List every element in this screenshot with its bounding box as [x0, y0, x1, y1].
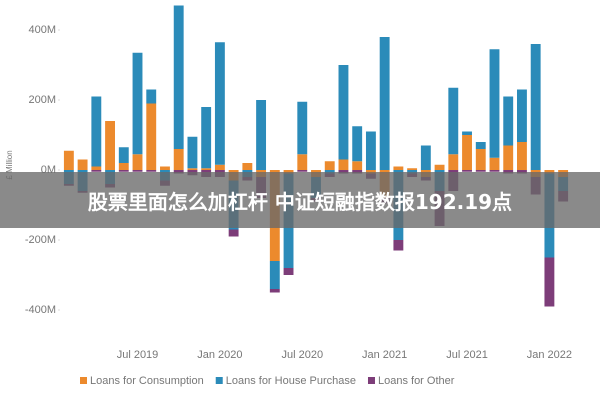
bar-segment: [297, 154, 308, 170]
bar-segment: [297, 170, 308, 172]
bar-segment: [352, 170, 363, 174]
y-tick-label: -400M: [25, 304, 56, 316]
bar-segment: [214, 164, 225, 170]
bar-segment: [324, 161, 335, 170]
legend-swatch: [80, 377, 87, 384]
bar-segment: [173, 170, 184, 174]
bar-segment: [283, 268, 294, 275]
bar-segment: [91, 96, 102, 167]
bar-segment: [503, 145, 514, 170]
bar-segment: [393, 240, 404, 251]
bar-segment: [132, 52, 143, 155]
legend-swatch: [215, 377, 223, 384]
bar-segment: [160, 166, 170, 170]
bar-segment: [544, 257, 555, 307]
x-tick-label: Jul 2019: [117, 349, 159, 361]
bar-segment: [146, 89, 157, 104]
legend-label: Loans for Consumption: [90, 375, 204, 387]
bar-segment: [105, 121, 115, 170]
bar-segment: [379, 37, 390, 170]
bar-segment: [201, 168, 212, 170]
bar-segment: [283, 170, 294, 174]
bar-segment: [393, 166, 404, 170]
bar-segment: [530, 44, 541, 170]
bar-segment: [462, 131, 472, 135]
bar-segment: [242, 163, 253, 170]
bar-segment: [338, 170, 349, 174]
bar-segment: [91, 170, 102, 172]
x-tick-label: Jul 2020: [281, 349, 323, 361]
bar-segment: [517, 142, 527, 170]
bar-segment: [352, 161, 363, 170]
bar-segment: [407, 170, 418, 174]
x-tick-label: Jul 2021: [446, 349, 488, 361]
x-tick-label: Jan 2020: [197, 349, 242, 361]
bar-segment: [146, 103, 157, 170]
bar-segment: [517, 170, 527, 174]
bar-segment: [118, 163, 129, 170]
y-tick-label: 200M: [28, 94, 56, 106]
bar-segment: [462, 170, 472, 172]
bar-segment: [324, 170, 335, 174]
bar-segment: [365, 131, 376, 170]
bar-segment: [269, 261, 280, 289]
legend-swatch: [367, 377, 375, 384]
bar-segment: [77, 159, 88, 170]
bar-segment: [489, 170, 500, 172]
overlay-banner: 股票里面怎么加杠杆 中证短融指数报192.19点: [0, 172, 600, 228]
bar-segment: [489, 157, 500, 170]
bar-segment: [297, 101, 308, 155]
bar-segment: [228, 229, 239, 237]
bar-segment: [365, 170, 376, 174]
bar-segment: [214, 42, 225, 165]
bar-segment: [132, 170, 143, 172]
bar-segment: [420, 145, 431, 170]
bar-segment: [503, 96, 514, 146]
bar-segment: [187, 168, 198, 170]
legend-label: Loans for House Purchase: [226, 375, 356, 387]
bar-segment: [503, 170, 514, 174]
y-axis-label: £ Million: [5, 150, 14, 179]
y-tick-label: -200M: [25, 234, 56, 246]
bar-segment: [407, 168, 418, 170]
bar-segment: [448, 154, 459, 170]
bar-segment: [475, 142, 486, 149]
y-tick-label: 400M: [28, 24, 56, 36]
bar-segment: [434, 164, 445, 170]
bar-segment: [187, 136, 198, 169]
bar-segment: [352, 126, 363, 162]
bar-segment: [91, 166, 102, 170]
bar-segment: [173, 149, 184, 170]
bar-segment: [146, 170, 157, 172]
legend-label: Loans for Other: [378, 375, 455, 387]
bar-segment: [448, 87, 459, 155]
bar-segment: [489, 49, 500, 158]
bar-segment: [118, 147, 129, 163]
bar-segment: [201, 107, 212, 169]
bar-segment: [132, 154, 143, 170]
bar-segment: [338, 159, 349, 170]
bar-segment: [462, 135, 472, 170]
bar-segment: [475, 149, 486, 170]
x-tick-label: Jan 2021: [362, 349, 407, 361]
bar-segment: [517, 89, 527, 142]
bar-segment: [338, 65, 349, 160]
bar-segment: [256, 100, 267, 170]
x-tick-label: Jan 2022: [527, 349, 572, 361]
bar-segment: [63, 150, 74, 170]
bar-segment: [269, 289, 280, 293]
bar-segment: [118, 170, 129, 172]
bar-segment: [544, 170, 555, 174]
bar-segment: [475, 170, 486, 172]
bar-segment: [173, 5, 184, 149]
